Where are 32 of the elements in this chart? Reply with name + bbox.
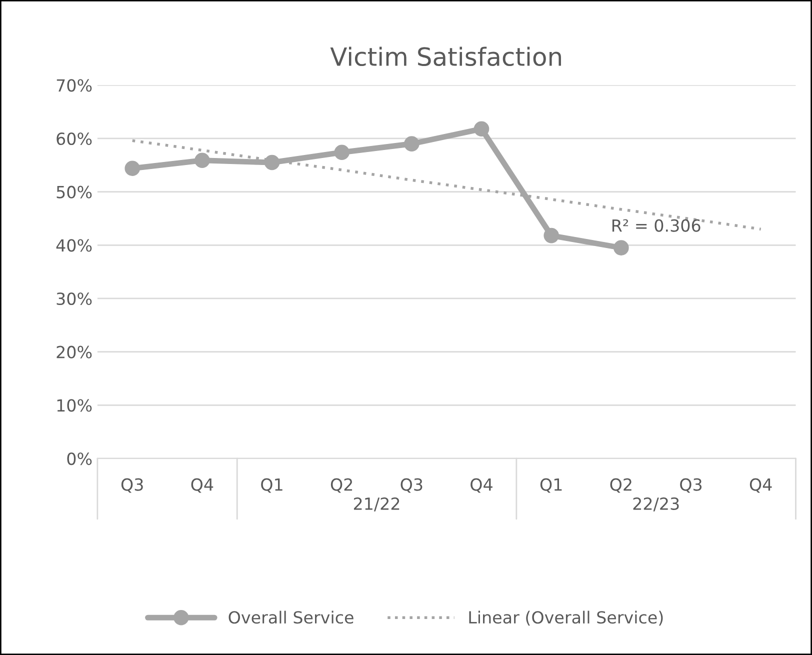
x-tick-label: Q4	[470, 478, 492, 493]
point	[404, 136, 420, 152]
point	[264, 154, 280, 170]
y-tick-label: 70%	[56, 79, 92, 92]
point	[614, 240, 629, 256]
x-tick-label: Q2	[330, 478, 352, 493]
x-tick-label: Q3	[400, 478, 422, 493]
x-tick-label: Q4	[191, 478, 214, 493]
text: 21/22	[354, 497, 400, 512]
x-tick-label: Q3	[121, 478, 143, 493]
point	[334, 144, 350, 160]
y-tick-label: 20%	[56, 346, 92, 358]
x-tick-label: Q3	[680, 478, 702, 493]
point	[194, 152, 210, 168]
y-tick-label: 50%	[56, 186, 92, 198]
annotation: R² = 0.306	[612, 219, 700, 232]
chart-title: Victim Satisfaction	[330, 46, 561, 66]
x-tick-label: Q2	[610, 478, 632, 493]
legend-label: Overall Service	[228, 610, 354, 624]
y-tick-label: 0%	[67, 452, 92, 466]
point	[544, 228, 559, 244]
y-tick-label: 60%	[56, 132, 92, 146]
point	[124, 160, 140, 176]
y-tick-label: 40%	[56, 239, 92, 252]
point	[474, 121, 490, 137]
x-tick-label: Q1	[540, 478, 562, 493]
y-tick-label: 10%	[57, 399, 92, 412]
x-tick-label: Q1	[261, 478, 282, 493]
legend-label: Linear (Overall Service)	[469, 610, 663, 626]
y-tick-label: 30%	[56, 292, 92, 306]
x-tick-label: Q4	[750, 478, 772, 493]
text: 22/23	[633, 497, 679, 512]
